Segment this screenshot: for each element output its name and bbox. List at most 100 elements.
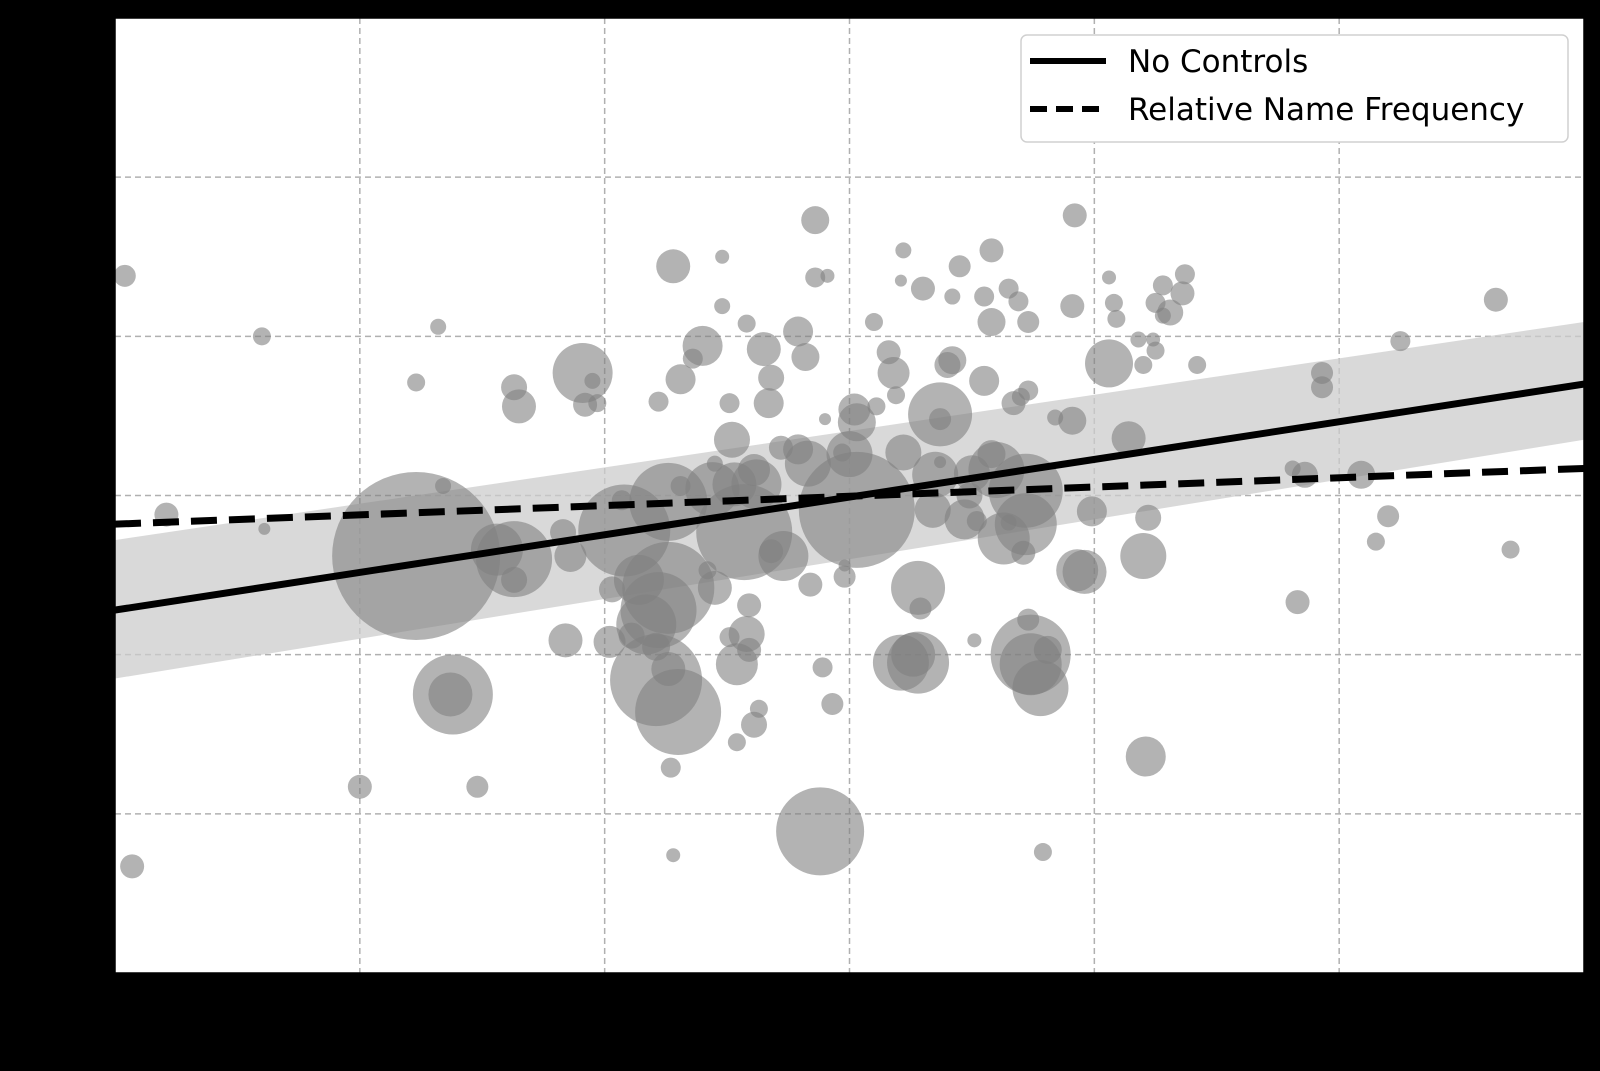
data-point — [1154, 307, 1171, 324]
data-point — [791, 343, 820, 372]
data-point — [252, 327, 271, 346]
data-point — [120, 854, 145, 879]
data-point — [1033, 843, 1052, 862]
data-point — [1017, 311, 1040, 334]
data-point — [1483, 287, 1508, 312]
data-point — [1130, 331, 1147, 348]
data-point — [115, 264, 136, 287]
data-point — [554, 539, 587, 572]
data-point — [1062, 549, 1107, 594]
data-point — [1347, 460, 1376, 489]
data-point — [805, 267, 826, 288]
data-point — [1135, 504, 1162, 531]
data-point — [1111, 421, 1146, 456]
data-point — [719, 393, 740, 414]
data-point — [758, 364, 785, 391]
data-point — [895, 242, 912, 259]
data-point — [977, 308, 1006, 337]
data-point — [1085, 339, 1134, 388]
data-point — [1152, 275, 1173, 296]
data-point — [776, 787, 865, 876]
data-point — [1170, 281, 1195, 306]
data-point — [1033, 635, 1062, 664]
data-point — [466, 775, 489, 798]
data-point — [666, 848, 681, 863]
data-point — [593, 625, 626, 658]
data-point — [1311, 361, 1334, 384]
data-point — [1366, 532, 1385, 551]
data-point — [934, 456, 947, 469]
data-point — [741, 711, 768, 738]
data-point — [1104, 293, 1123, 312]
data-point — [969, 365, 1000, 396]
data-point — [501, 389, 536, 424]
data-point — [891, 560, 946, 615]
data-point — [620, 572, 697, 649]
data-point — [885, 434, 922, 471]
legend: No Controls Relative Name Frequency — [1020, 34, 1569, 143]
data-point — [821, 693, 844, 716]
data-point — [648, 391, 669, 412]
data-point — [820, 268, 835, 283]
data-points — [115, 203, 1520, 879]
data-point — [727, 733, 746, 752]
legend-label-no-controls: No Controls — [1128, 44, 1308, 80]
data-point — [656, 249, 691, 284]
data-point — [552, 342, 613, 403]
data-point — [347, 774, 372, 799]
fit-line-relative-name-frequency — [115, 464, 1584, 528]
data-point — [407, 373, 426, 392]
data-point — [979, 238, 1004, 263]
data-point — [1134, 355, 1153, 374]
data-point — [833, 443, 852, 462]
data-point — [258, 522, 271, 535]
data-point — [697, 570, 732, 605]
data-point — [1285, 590, 1310, 615]
data-point — [783, 316, 814, 347]
data-point — [1076, 496, 1107, 527]
data-point — [715, 249, 730, 264]
data-point — [974, 286, 995, 307]
data-point — [706, 455, 723, 472]
data-point — [1012, 660, 1069, 717]
data-point — [967, 633, 982, 648]
data-point — [948, 255, 971, 278]
data-point — [998, 278, 1019, 299]
fit-lines — [115, 380, 1584, 614]
data-point — [877, 356, 910, 389]
plot-border — [114, 17, 1585, 974]
data-point — [548, 623, 583, 658]
data-point — [1058, 406, 1087, 435]
data-point — [1107, 309, 1126, 328]
data-point — [1062, 203, 1087, 228]
data-point — [910, 276, 935, 301]
data-point — [891, 632, 936, 677]
data-point — [801, 206, 830, 235]
data-point — [819, 413, 832, 426]
data-point — [714, 298, 731, 315]
data-point — [746, 332, 781, 367]
data-point — [758, 530, 809, 581]
data-point — [1501, 540, 1520, 559]
data-point — [894, 274, 907, 287]
data-point — [430, 318, 447, 335]
data-point — [660, 757, 681, 778]
data-point — [1188, 355, 1207, 374]
data-point — [944, 288, 961, 305]
data-point — [1102, 270, 1117, 285]
data-point — [753, 388, 784, 419]
data-point — [501, 566, 528, 593]
data-point — [1060, 294, 1085, 319]
legend-box — [1020, 34, 1569, 143]
data-point — [798, 451, 915, 568]
data-point — [908, 382, 973, 447]
data-point — [1291, 461, 1318, 488]
data-point — [428, 672, 473, 717]
data-point — [1146, 332, 1161, 347]
data-point — [887, 386, 906, 405]
data-point — [1174, 264, 1195, 285]
data-point — [1377, 505, 1400, 528]
legend-label-relative-name-frequency: Relative Name Frequency — [1128, 92, 1524, 128]
data-point — [1120, 532, 1167, 579]
